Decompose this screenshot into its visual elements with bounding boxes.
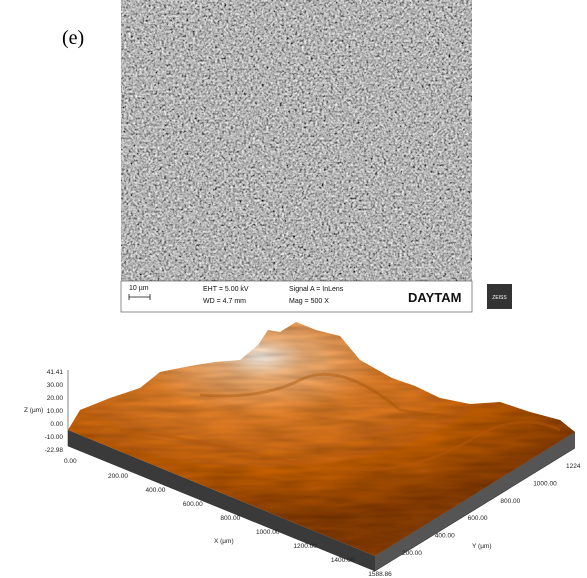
y-tick-label: 600.00 bbox=[468, 515, 488, 522]
eht: EHT = 5.00 kV bbox=[203, 286, 249, 293]
signal: Signal A = InLens bbox=[289, 286, 344, 293]
wd: WD = 4.7 mm bbox=[203, 298, 246, 305]
surface bbox=[68, 322, 575, 556]
y-tick-label: 400.00 bbox=[435, 533, 455, 540]
mag: Mag = 500 X bbox=[289, 298, 329, 305]
y-tick-label: 1000.00 bbox=[533, 480, 557, 487]
z-tick-label: 41.41 bbox=[47, 369, 64, 376]
panel-label: (e) bbox=[62, 27, 84, 49]
z-tick-label: -10.00 bbox=[45, 434, 64, 441]
x-tick-label: 800.00 bbox=[220, 515, 240, 522]
x-tick-label: 600.00 bbox=[183, 501, 203, 508]
x-axis-label: X (µm) bbox=[214, 538, 234, 545]
scale-bar-label: 10 µm bbox=[129, 285, 149, 292]
z-tick-label: 20.00 bbox=[47, 395, 64, 402]
lab-name: DAYTAM bbox=[408, 290, 461, 305]
x-tick-label: 200.00 bbox=[108, 473, 128, 480]
z-tick-label: -22.98 bbox=[45, 447, 64, 454]
origin-label: 0.00 bbox=[64, 458, 77, 465]
x-tick-label: 1000.00 bbox=[256, 529, 280, 536]
y-axis-label: Y (µm) bbox=[472, 543, 492, 550]
x-tick-label: 400.00 bbox=[145, 487, 165, 494]
figure: (e) 10 µm EHT = 5.00 kV WD = 4.7 mm Sign… bbox=[0, 0, 587, 578]
x-tick-label: 1588.86 bbox=[368, 571, 392, 578]
y-tick-label: 1224 bbox=[566, 463, 581, 470]
x-tick-label: 1200.00 bbox=[293, 543, 317, 550]
logo: ZEISS bbox=[492, 295, 507, 301]
y-tick-label: 200.00 bbox=[402, 550, 422, 557]
z-tick-label: 10.00 bbox=[47, 408, 64, 415]
x-tick-label: 1400.00 bbox=[331, 557, 355, 564]
z-tick-label: 30.00 bbox=[47, 382, 64, 389]
y-tick-label: 800.00 bbox=[500, 498, 520, 505]
sem-image bbox=[121, 0, 472, 281]
z-tick-label: 0.00 bbox=[50, 421, 63, 428]
z-axis-label: Z (µm) bbox=[24, 407, 43, 414]
